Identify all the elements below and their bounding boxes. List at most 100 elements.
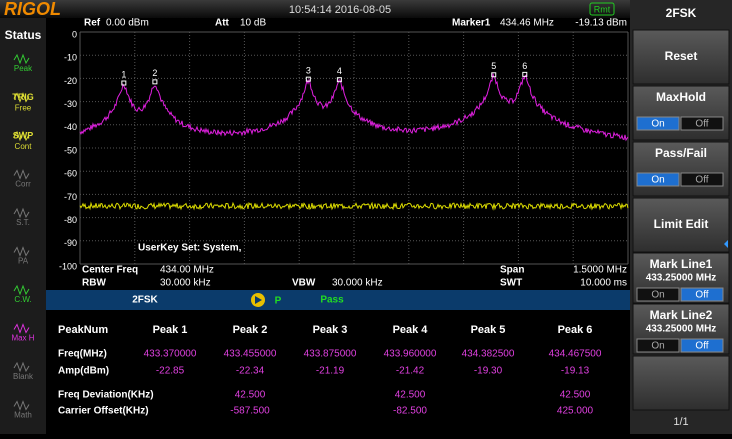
vbw-label: VBW: [292, 278, 316, 289]
table-cell: -22.85: [156, 366, 185, 377]
button-label: Pass/Fail: [655, 146, 707, 160]
option-label: On: [651, 119, 664, 130]
table-cell: -19.13: [561, 366, 590, 377]
status-item: Cont: [15, 142, 33, 151]
option-label: Off: [695, 119, 708, 130]
swt-label: SWT: [500, 278, 522, 289]
menu-title: 2FSK: [666, 6, 697, 20]
row-label: Carrier Offset(KHz): [58, 406, 149, 417]
status-item: Math: [14, 411, 32, 420]
y-label: -70: [64, 192, 77, 202]
pass-status: Pass: [320, 295, 344, 306]
table-cell: -22.34: [236, 366, 265, 377]
center-freq: 434.00 MHz: [160, 265, 214, 276]
row-label: Freq(MHz): [58, 349, 107, 360]
menu-button[interactable]: [633, 356, 729, 410]
y-label: -20: [64, 76, 77, 86]
button-label: MaxHold: [656, 90, 706, 104]
row-label: Freq Deviation(KHz): [58, 390, 154, 401]
button-label: Reset: [665, 49, 698, 63]
peak-number: 2: [152, 68, 157, 78]
status-item: SWP: [13, 130, 34, 140]
ref-label: Ref: [84, 18, 101, 29]
marker-freq: 434.46 MHz: [500, 18, 554, 29]
button-value: 433.25000 MHz: [646, 273, 717, 284]
att-label: Att: [215, 18, 230, 29]
option-label: On: [651, 290, 664, 301]
table-cell: -21.42: [396, 366, 425, 377]
table-cell: 434.467500: [549, 349, 602, 360]
span: 1.5000 MHz: [573, 265, 627, 276]
mode: 2FSK: [132, 295, 158, 306]
option-label: On: [651, 175, 664, 186]
span-label: Span: [500, 265, 524, 276]
status-item: Peak: [14, 64, 33, 73]
center-label: Center Freq: [82, 265, 138, 276]
y-label: -80: [64, 215, 77, 225]
peak-number: 5: [491, 61, 496, 71]
logo: RIGOL: [4, 0, 61, 19]
table-cell: 433.455000: [224, 349, 277, 360]
indicator: P: [275, 296, 282, 307]
y-label: 0: [72, 29, 77, 39]
table-header: PeakNum: [58, 324, 108, 336]
status-item: C.W.: [14, 295, 31, 304]
table-cell: -21.19: [316, 366, 345, 377]
ref-value: 0.00 dBm: [106, 18, 149, 29]
table-cell: 434.382500: [462, 349, 515, 360]
table-cell: -587.500: [230, 406, 270, 417]
y-label: -90: [64, 238, 77, 248]
rmt: Rmt: [594, 4, 611, 14]
option-label: Off: [695, 175, 708, 186]
rbw-label: RBW: [82, 278, 106, 289]
peak-number: 4: [337, 66, 342, 76]
row-label: Amp(dBm): [58, 366, 109, 377]
table-header: Peak 5: [471, 324, 506, 336]
y-label: -50: [64, 145, 77, 155]
time: 10:54:14 2016-08-05: [289, 4, 391, 16]
y-label: -10: [64, 53, 77, 63]
button-label: Mark Line2: [650, 308, 713, 322]
table-header: Peak 3: [313, 324, 348, 336]
marker-label: Marker1: [452, 18, 491, 29]
page-indicator: 1/1: [673, 416, 688, 428]
userkey: UserKey Set: System,: [138, 243, 242, 254]
table-cell: 42.500: [235, 390, 266, 401]
status-item: Free: [15, 104, 32, 113]
table-header: Peak 1: [153, 324, 188, 336]
status-item: Blank: [13, 372, 34, 381]
option-label: On: [651, 341, 664, 352]
table-cell: 433.875000: [304, 349, 357, 360]
button-label: Mark Line1: [650, 257, 713, 271]
table-cell: -19.30: [474, 366, 503, 377]
button-label: Limit Edit: [654, 217, 709, 231]
marker-amp: -19.13 dBm: [575, 18, 627, 29]
vbw: 30.000 kHz: [332, 278, 383, 289]
status-item: Corr: [15, 180, 31, 189]
rbw: 30.000 kHz: [160, 278, 211, 289]
option-label: Off: [695, 341, 708, 352]
status-item: TRIG: [12, 92, 34, 102]
table-cell: -82.500: [393, 406, 427, 417]
table-cell: 433.960000: [384, 349, 437, 360]
y-label: -60: [64, 169, 77, 179]
table-header: Peak 6: [558, 324, 593, 336]
status-item: PA: [18, 257, 29, 266]
status-item: Max H: [11, 334, 34, 343]
table-cell: 42.500: [560, 390, 591, 401]
option-label: Off: [695, 290, 708, 301]
status-item: S.T.: [16, 218, 30, 227]
swt: 10.000 ms: [580, 278, 627, 289]
table-header: Peak 4: [393, 324, 429, 336]
table-header: Peak 2: [233, 324, 268, 336]
table-cell: 433.370000: [144, 349, 197, 360]
button-value: 433.25000 MHz: [646, 324, 717, 335]
peak-number: 6: [522, 61, 527, 71]
y-label: -30: [64, 99, 77, 109]
att-value: 10 dB: [240, 18, 266, 29]
y-label: -40: [64, 122, 77, 132]
status-title: Status: [5, 28, 42, 42]
peak-number: 3: [306, 66, 311, 76]
